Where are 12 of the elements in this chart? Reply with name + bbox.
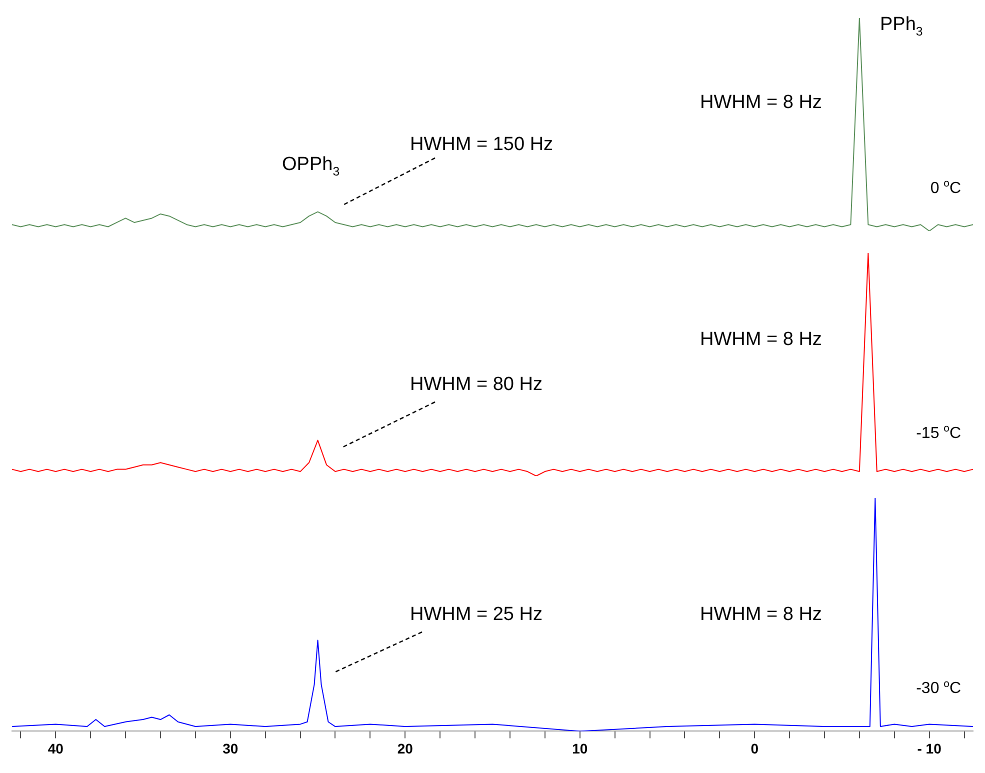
x-tick-label: 20 [397,740,414,756]
x-tick-label: 40 [48,740,64,756]
annotation: HWHM = 25 Hz [410,604,542,625]
annotation: HWHM = 8 Hz [700,604,822,625]
annotation: HWHM = 8 Hz [700,92,822,113]
x-tick-label: - 10 [917,740,942,756]
x-tick-label: 30 [222,740,238,756]
x-tick-label: 10 [572,740,588,756]
annotation: HWHM = 150 Hz [410,134,554,155]
annotation: HWHM = 8 Hz [700,329,822,350]
x-tick-label: 0 [750,740,759,756]
annotation: HWHM = 80 Hz [410,374,542,395]
